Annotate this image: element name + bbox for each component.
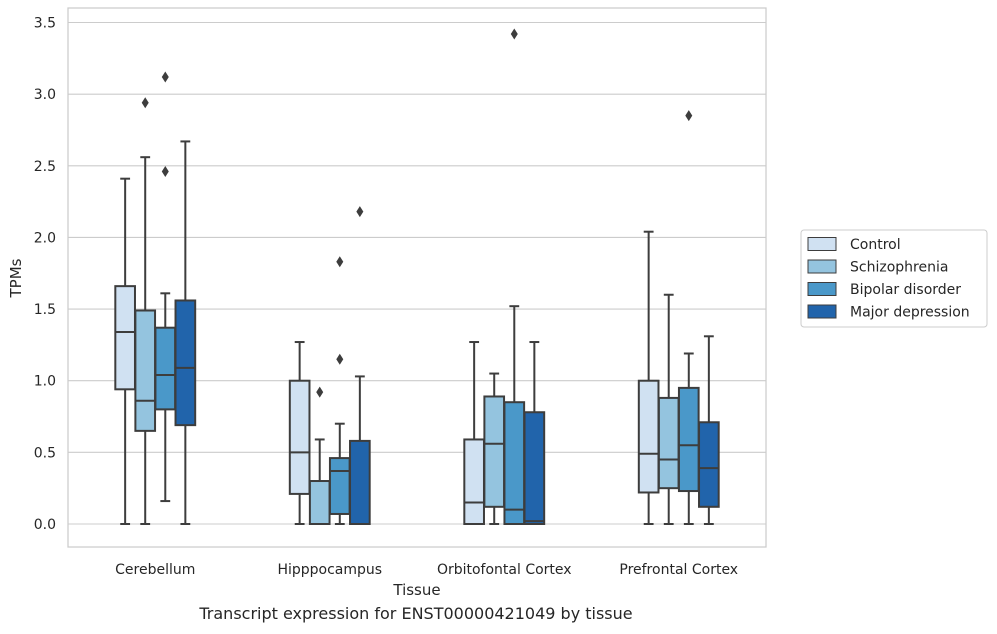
legend: Control Schizophrenia Bipolar disorder Majo… — [800, 229, 988, 328]
legend-label: Major depression — [850, 305, 970, 321]
y-tick-label: 3.0 — [34, 87, 56, 103]
box-body — [328, 457, 351, 515]
box-0-2 — [154, 71, 177, 503]
x-axis-label: Tissue — [392, 581, 440, 599]
y-tick-label: 3.5 — [34, 16, 56, 32]
box-body — [523, 411, 546, 526]
legend-swatch — [807, 304, 837, 319]
y-tick-label: 0.5 — [34, 445, 56, 461]
box-body — [463, 438, 485, 525]
box-body — [503, 401, 526, 526]
outlier-point — [510, 28, 518, 40]
box-body — [174, 299, 197, 427]
box-2-3 — [523, 341, 546, 526]
box-body — [134, 309, 157, 432]
outlier-point — [685, 110, 693, 122]
legend-label: Control — [850, 237, 901, 253]
legend-swatch — [807, 259, 837, 274]
box-body — [483, 395, 506, 508]
legend-label: Bipolar disorder — [850, 282, 961, 298]
box-2-0 — [463, 341, 485, 525]
outlier-point — [141, 97, 149, 109]
x-tick-label: Hipppocampus — [277, 562, 382, 578]
box-1-1 — [308, 386, 331, 525]
box-2-1 — [483, 372, 506, 525]
legend-swatch — [807, 237, 837, 251]
outlier-point — [336, 256, 344, 268]
box-2-2 — [503, 28, 526, 526]
legend-items: Control Schizophrenia Bipolar disorder Majo… — [807, 237, 970, 321]
box-body — [677, 386, 700, 493]
legend-frame — [800, 229, 988, 328]
box-3-2 — [677, 110, 700, 525]
box-body — [349, 439, 371, 525]
y-axis-ticks: 0.0 0.5 1.0 1.5 2.0 2.5 3.0 3.5 — [34, 16, 56, 534]
y-tick-label: 0.0 — [34, 517, 56, 533]
boxes — [114, 28, 720, 526]
y-tick-label: 2.5 — [34, 159, 56, 175]
box-3-3 — [698, 335, 720, 525]
y-axis-label: TPMs — [7, 258, 25, 298]
outlier-point — [161, 71, 169, 83]
y-tick-label: 1.0 — [34, 374, 56, 390]
box-body — [308, 480, 331, 525]
box-0-0 — [114, 177, 136, 525]
box-body — [698, 421, 720, 508]
box-body — [288, 379, 311, 495]
y-tick-label: 1.5 — [34, 302, 56, 318]
box-0-1 — [134, 97, 157, 525]
legend-swatch — [807, 282, 837, 296]
box-body — [154, 326, 177, 411]
outlier-point — [356, 206, 364, 218]
box-1-3 — [349, 206, 371, 525]
plot-area-frame — [67, 7, 767, 548]
x-axis-ticks: Cerebellum Hipppocampus Orbitofontal Corte… — [115, 562, 738, 578]
figure-caption: Transcript expression for ENST0000042104… — [199, 604, 633, 623]
outlier-point — [316, 386, 324, 398]
outlier-point — [161, 166, 169, 178]
box-body — [637, 379, 660, 494]
box-3-0 — [637, 230, 660, 525]
box-3-1 — [657, 293, 680, 525]
box-1-2 — [328, 256, 351, 525]
x-tick-label: Cerebellum — [115, 562, 195, 578]
box-0-3 — [174, 140, 197, 525]
legend-label: Schizophrenia — [850, 260, 948, 276]
outlier-point — [336, 353, 344, 365]
box-body — [114, 285, 136, 391]
x-tick-label: Prefrontal Cortex — [619, 562, 738, 578]
y-tick-label: 2.0 — [34, 230, 56, 246]
box-body — [657, 396, 680, 490]
box-1-0 — [288, 341, 311, 525]
x-tick-label: Orbitofontal Cortex — [437, 562, 572, 578]
